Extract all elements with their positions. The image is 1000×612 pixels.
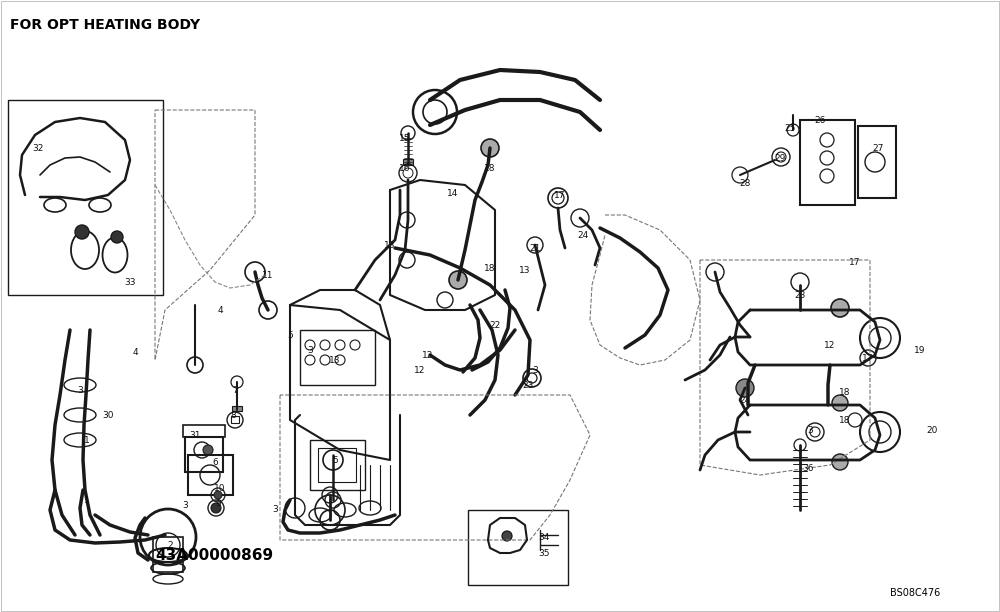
Text: 27: 27 bbox=[872, 143, 884, 152]
Text: 18: 18 bbox=[484, 163, 496, 173]
Bar bbox=[800, 120, 855, 205]
Text: 16: 16 bbox=[399, 163, 411, 173]
Text: 36: 36 bbox=[802, 463, 814, 472]
Text: 4: 4 bbox=[132, 348, 138, 357]
Text: 35: 35 bbox=[538, 550, 550, 559]
Bar bbox=[153, 537, 183, 572]
Text: 3: 3 bbox=[807, 425, 813, 435]
Text: 20: 20 bbox=[926, 425, 938, 435]
Circle shape bbox=[831, 299, 849, 317]
Text: 30: 30 bbox=[102, 411, 114, 419]
Bar bbox=[403, 159, 413, 165]
Text: 10: 10 bbox=[214, 483, 226, 493]
Text: 13: 13 bbox=[384, 241, 396, 250]
Circle shape bbox=[832, 395, 848, 411]
Text: 15: 15 bbox=[399, 133, 411, 143]
Circle shape bbox=[203, 445, 213, 455]
Text: 24: 24 bbox=[577, 231, 589, 239]
Text: 1: 1 bbox=[84, 436, 90, 444]
Text: 12: 12 bbox=[414, 365, 426, 375]
Text: 3: 3 bbox=[307, 346, 313, 354]
Text: 31: 31 bbox=[189, 430, 201, 439]
Text: 2: 2 bbox=[167, 540, 173, 550]
Text: 13: 13 bbox=[519, 266, 531, 275]
Text: 11: 11 bbox=[262, 271, 274, 280]
Text: 6: 6 bbox=[212, 458, 218, 466]
Text: 3: 3 bbox=[272, 506, 278, 515]
Text: 9: 9 bbox=[215, 499, 221, 507]
Text: FOR OPT HEATING BODY: FOR OPT HEATING BODY bbox=[10, 18, 200, 32]
Text: 23: 23 bbox=[522, 381, 534, 389]
Text: 8: 8 bbox=[230, 411, 236, 419]
Circle shape bbox=[832, 454, 848, 470]
Bar bbox=[310, 440, 365, 490]
Text: 3: 3 bbox=[182, 501, 188, 510]
Circle shape bbox=[449, 271, 467, 289]
Text: 26: 26 bbox=[814, 116, 826, 124]
Text: 14: 14 bbox=[447, 188, 459, 198]
Text: 7: 7 bbox=[232, 386, 238, 395]
Text: 3: 3 bbox=[77, 386, 83, 395]
Circle shape bbox=[736, 379, 754, 397]
Text: 1: 1 bbox=[84, 496, 90, 504]
Text: 18: 18 bbox=[839, 387, 851, 397]
Text: 22: 22 bbox=[489, 321, 501, 329]
Circle shape bbox=[481, 139, 499, 157]
Text: 19: 19 bbox=[914, 346, 926, 354]
Text: 24: 24 bbox=[739, 395, 751, 405]
Bar bbox=[188, 455, 233, 495]
Circle shape bbox=[211, 503, 221, 513]
Text: 13: 13 bbox=[329, 356, 341, 365]
Text: 32: 32 bbox=[32, 143, 44, 152]
Circle shape bbox=[111, 231, 123, 243]
Text: 5: 5 bbox=[287, 330, 293, 340]
Text: 43A00000869: 43A00000869 bbox=[155, 548, 273, 563]
Bar bbox=[183, 425, 225, 437]
Text: 17: 17 bbox=[554, 190, 566, 200]
Text: 28: 28 bbox=[739, 179, 751, 187]
Bar bbox=[318, 448, 356, 482]
Circle shape bbox=[75, 225, 89, 239]
Text: 12: 12 bbox=[824, 340, 836, 349]
Text: 34: 34 bbox=[538, 534, 550, 542]
Circle shape bbox=[214, 491, 222, 499]
Text: 4: 4 bbox=[217, 305, 223, 315]
Bar bbox=[232, 406, 242, 411]
Text: 23: 23 bbox=[794, 291, 806, 299]
Bar bbox=[8, 100, 163, 295]
Bar bbox=[858, 126, 896, 198]
Text: 12: 12 bbox=[422, 351, 434, 359]
Text: 25: 25 bbox=[784, 124, 796, 133]
Text: 17: 17 bbox=[862, 354, 874, 362]
Text: 3: 3 bbox=[532, 365, 538, 375]
Text: 21: 21 bbox=[529, 244, 541, 253]
Circle shape bbox=[502, 531, 512, 541]
Text: 29: 29 bbox=[774, 154, 786, 163]
Text: 33: 33 bbox=[124, 277, 136, 286]
Bar bbox=[231, 416, 239, 423]
Bar bbox=[300, 330, 375, 385]
Text: BS08C476: BS08C476 bbox=[890, 588, 940, 598]
Text: 17: 17 bbox=[849, 258, 861, 266]
Bar bbox=[468, 510, 568, 585]
Text: 5: 5 bbox=[332, 455, 338, 465]
Bar bbox=[185, 437, 223, 472]
Text: 18: 18 bbox=[484, 264, 496, 272]
Text: 18: 18 bbox=[839, 416, 851, 425]
